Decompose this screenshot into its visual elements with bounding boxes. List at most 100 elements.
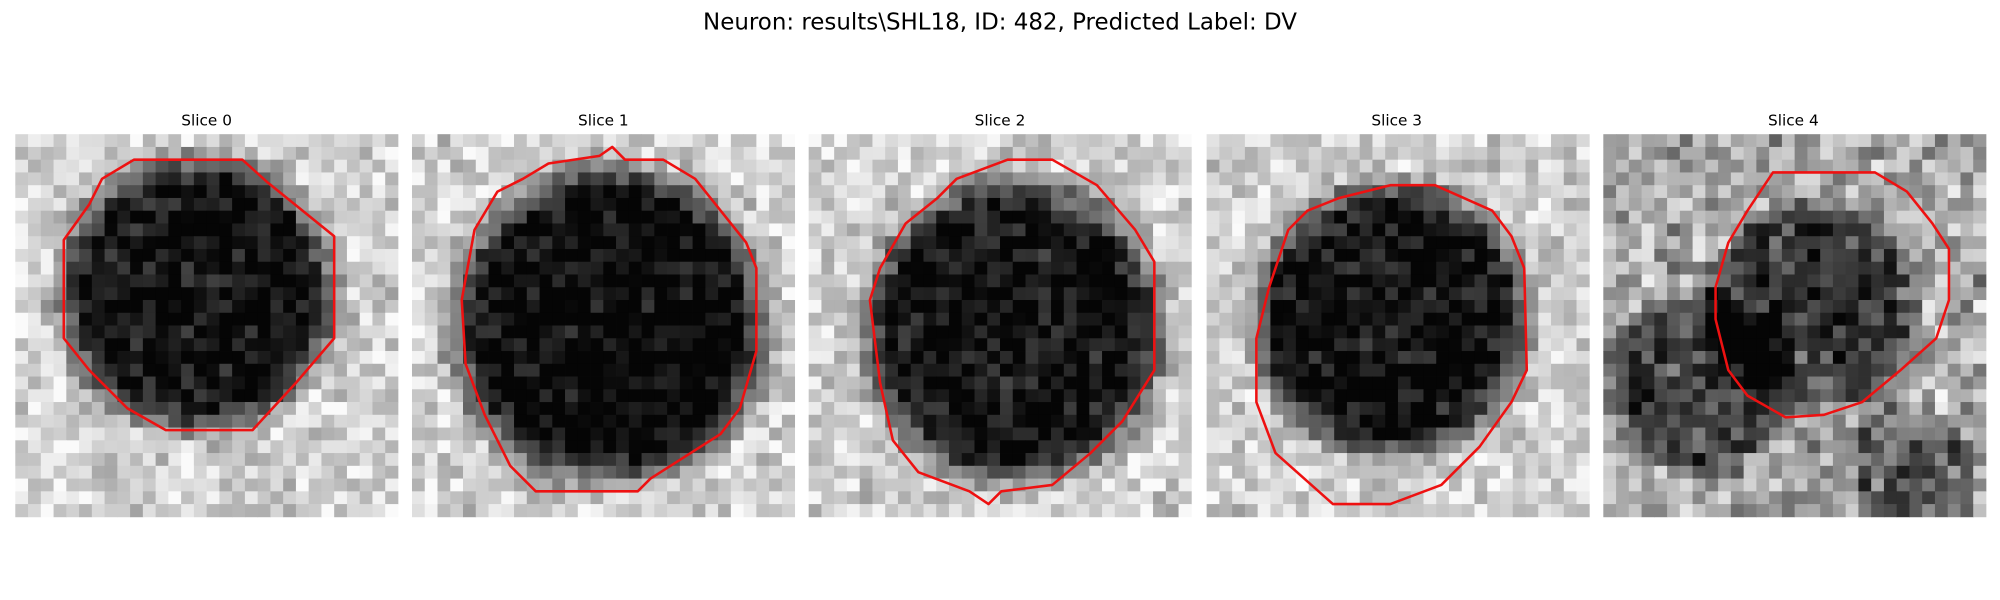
image-pixel — [1551, 414, 1565, 428]
image-pixel — [1257, 134, 1271, 148]
image-pixel — [79, 261, 93, 275]
image-pixel — [539, 440, 553, 454]
image-pixel — [1628, 465, 1642, 479]
image-pixel — [1820, 325, 1834, 339]
image-pixel — [1244, 312, 1259, 326]
image-pixel — [730, 185, 745, 199]
image-pixel — [257, 159, 271, 173]
image-pixel — [769, 402, 783, 416]
image-pixel — [1410, 172, 1424, 186]
image-pixel — [475, 465, 489, 479]
image-pixel — [1178, 248, 1192, 263]
image-pixel — [923, 146, 937, 161]
image-pixel — [821, 185, 835, 199]
image-pixel — [1845, 491, 1859, 505]
image-pixel — [1232, 427, 1246, 441]
image-pixel — [28, 427, 42, 441]
image-pixel — [923, 440, 937, 454]
image-pixel — [781, 465, 796, 479]
image-pixel — [718, 465, 732, 479]
image-pixel — [1436, 210, 1450, 224]
image-pixel — [1845, 185, 1859, 199]
image-pixel — [206, 287, 220, 301]
image-pixel — [334, 248, 348, 263]
image-pixel — [948, 389, 963, 403]
image-pixel — [1909, 172, 1923, 186]
image-pixel — [821, 159, 835, 173]
image-pixel — [1807, 210, 1821, 224]
image-pixel — [948, 491, 963, 505]
image-pixel — [475, 338, 489, 352]
image-pixel — [1270, 236, 1284, 250]
image-pixel — [463, 414, 477, 428]
image-pixel — [1628, 376, 1642, 390]
image-pixel — [1563, 440, 1577, 454]
image-pixel — [1423, 236, 1437, 250]
image-pixel — [1308, 236, 1322, 250]
image-pixel — [885, 453, 899, 467]
image-pixel — [1436, 440, 1450, 454]
image-pixel — [1206, 159, 1220, 173]
image-pixel — [1257, 236, 1271, 250]
image-pixel — [781, 338, 796, 352]
image-pixel — [1705, 338, 1719, 352]
image-pixel — [168, 465, 182, 479]
image-pixel — [821, 504, 835, 518]
image-pixel — [66, 261, 80, 275]
image-pixel — [270, 274, 284, 288]
image-pixel — [142, 210, 156, 224]
image-pixel — [155, 274, 169, 288]
image-pixel — [359, 478, 373, 492]
image-pixel — [1756, 453, 1770, 467]
image-pixel — [679, 402, 693, 416]
image-pixel — [475, 287, 489, 301]
image-pixel — [1283, 134, 1297, 148]
image-pixel — [1692, 300, 1706, 314]
image-pixel — [257, 453, 271, 467]
image-pixel — [1538, 210, 1552, 224]
image-pixel — [1000, 236, 1014, 250]
image-pixel — [1909, 453, 1923, 467]
image-pixel — [1372, 465, 1386, 479]
image-pixel — [206, 223, 220, 237]
image-pixel — [1781, 376, 1796, 390]
image-pixel — [1730, 146, 1745, 161]
image-pixel — [1487, 440, 1501, 454]
image-pixel — [1922, 300, 1936, 314]
image-pixel — [1206, 389, 1220, 403]
image-pixel — [1487, 236, 1501, 250]
image-pixel — [40, 427, 54, 441]
image-pixel — [1563, 300, 1577, 314]
image-pixel — [872, 414, 886, 428]
image-pixel — [1756, 236, 1770, 250]
image-pixel — [1474, 172, 1488, 186]
image-pixel — [1616, 300, 1630, 314]
image-pixel — [28, 465, 42, 479]
image-pixel — [885, 465, 899, 479]
image-pixel — [679, 197, 693, 212]
image-pixel — [1102, 465, 1116, 479]
image-pixel — [1820, 504, 1834, 518]
image-pixel — [91, 465, 105, 479]
image-pixel — [1359, 325, 1373, 339]
image-pixel — [1667, 172, 1681, 186]
image-pixel — [1563, 376, 1577, 390]
image-pixel — [1769, 351, 1783, 365]
image-pixel — [1487, 465, 1501, 479]
image-pixel — [603, 236, 617, 250]
image-pixel — [1397, 210, 1412, 224]
image-pixel — [66, 504, 80, 518]
image-pixel — [424, 478, 438, 492]
image-pixel — [1244, 248, 1259, 263]
image-pixel — [1270, 146, 1284, 161]
image-pixel — [514, 351, 528, 365]
image-pixel — [1563, 210, 1577, 224]
image-pixel — [206, 261, 220, 275]
image-pixel — [1000, 389, 1014, 403]
image-pixel — [1743, 312, 1757, 326]
image-pixel — [270, 351, 284, 365]
image-pixel — [565, 440, 579, 454]
image-pixel — [1051, 300, 1065, 314]
image-pixel — [1692, 274, 1706, 288]
image-pixel — [334, 312, 348, 326]
